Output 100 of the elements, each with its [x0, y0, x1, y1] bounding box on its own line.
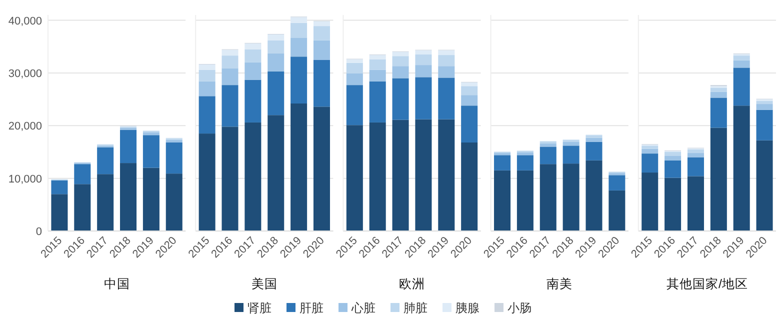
bar [562, 142, 580, 146]
bar [710, 88, 727, 92]
bar [756, 110, 773, 140]
bar [438, 119, 455, 231]
bar [290, 104, 308, 231]
bar [369, 70, 386, 82]
bar [733, 60, 750, 68]
bar [710, 128, 727, 231]
bar [222, 56, 238, 68]
bar [392, 120, 409, 231]
bar [687, 176, 704, 231]
bar [415, 119, 432, 231]
x-axis-title: 欧洲 [399, 277, 425, 291]
bar [415, 65, 432, 78]
bar [369, 59, 386, 70]
bar [608, 190, 626, 231]
bar [166, 140, 182, 142]
bar [586, 135, 602, 138]
bar [664, 152, 682, 156]
bar [516, 155, 534, 170]
bar [733, 56, 750, 60]
bar [369, 55, 386, 60]
bar [608, 175, 626, 190]
bar [540, 141, 556, 144]
bar [392, 52, 409, 56]
bar [198, 81, 216, 96]
bar [142, 168, 160, 231]
bar [346, 62, 363, 74]
bar [562, 146, 580, 164]
bar [268, 40, 284, 54]
bar [244, 43, 262, 50]
bar [494, 155, 511, 170]
bar [415, 77, 432, 120]
legend-label: 肝脏 [300, 301, 324, 315]
bar [540, 146, 556, 164]
bar [142, 135, 160, 168]
bar [369, 81, 386, 122]
bar [687, 149, 704, 154]
bar [664, 178, 682, 231]
bar [642, 172, 658, 231]
bar [438, 50, 455, 56]
bar [586, 160, 602, 231]
bar [392, 66, 409, 78]
bar [346, 125, 363, 231]
legend-label: 胰腺 [456, 301, 480, 315]
bar [438, 66, 455, 78]
bar [461, 82, 478, 86]
bar [120, 130, 137, 164]
bar [346, 59, 363, 63]
bar [392, 56, 409, 66]
y-tick-label: 40,000 [8, 15, 42, 28]
bar [346, 73, 363, 86]
bar [313, 106, 330, 231]
legend-label: 小肠 [508, 301, 532, 315]
y-tick-label: 20,000 [8, 120, 42, 133]
bar [642, 146, 658, 149]
bar [687, 157, 704, 176]
bar [586, 138, 602, 142]
bar [346, 85, 363, 126]
bar [120, 163, 137, 231]
bar [733, 106, 750, 231]
bar [244, 122, 262, 231]
bar [198, 96, 216, 134]
x-axis-title: 其他国家/地区 [666, 276, 748, 291]
bar [733, 68, 750, 106]
bar [222, 85, 238, 127]
bar [97, 174, 114, 231]
bar [313, 26, 330, 40]
bar [198, 70, 216, 82]
bar [222, 68, 238, 86]
bar [313, 40, 330, 60]
bar [392, 78, 409, 120]
bar [438, 55, 455, 66]
bar [97, 147, 114, 174]
bar [244, 80, 262, 122]
bar [516, 152, 534, 156]
bar [74, 184, 91, 231]
bar [222, 126, 238, 231]
bar [516, 170, 534, 231]
bar [540, 144, 556, 147]
bar [710, 92, 727, 98]
bar [664, 160, 682, 178]
bar [461, 142, 478, 231]
bar [268, 71, 284, 116]
bar [222, 50, 238, 56]
bar [198, 64, 216, 70]
legend-label: 肺脏 [404, 301, 428, 315]
bar [461, 106, 478, 142]
bar [51, 194, 68, 231]
bar [756, 100, 773, 104]
bar [142, 132, 160, 136]
bar [268, 115, 284, 231]
bar [461, 86, 478, 96]
bar [756, 104, 773, 110]
y-tick-label: 0 [36, 226, 42, 238]
bar [642, 154, 658, 173]
legend-label: 肾脏 [248, 301, 272, 315]
bar [290, 22, 308, 38]
x-axis-title: 南美 [546, 276, 573, 291]
bar [461, 95, 478, 106]
